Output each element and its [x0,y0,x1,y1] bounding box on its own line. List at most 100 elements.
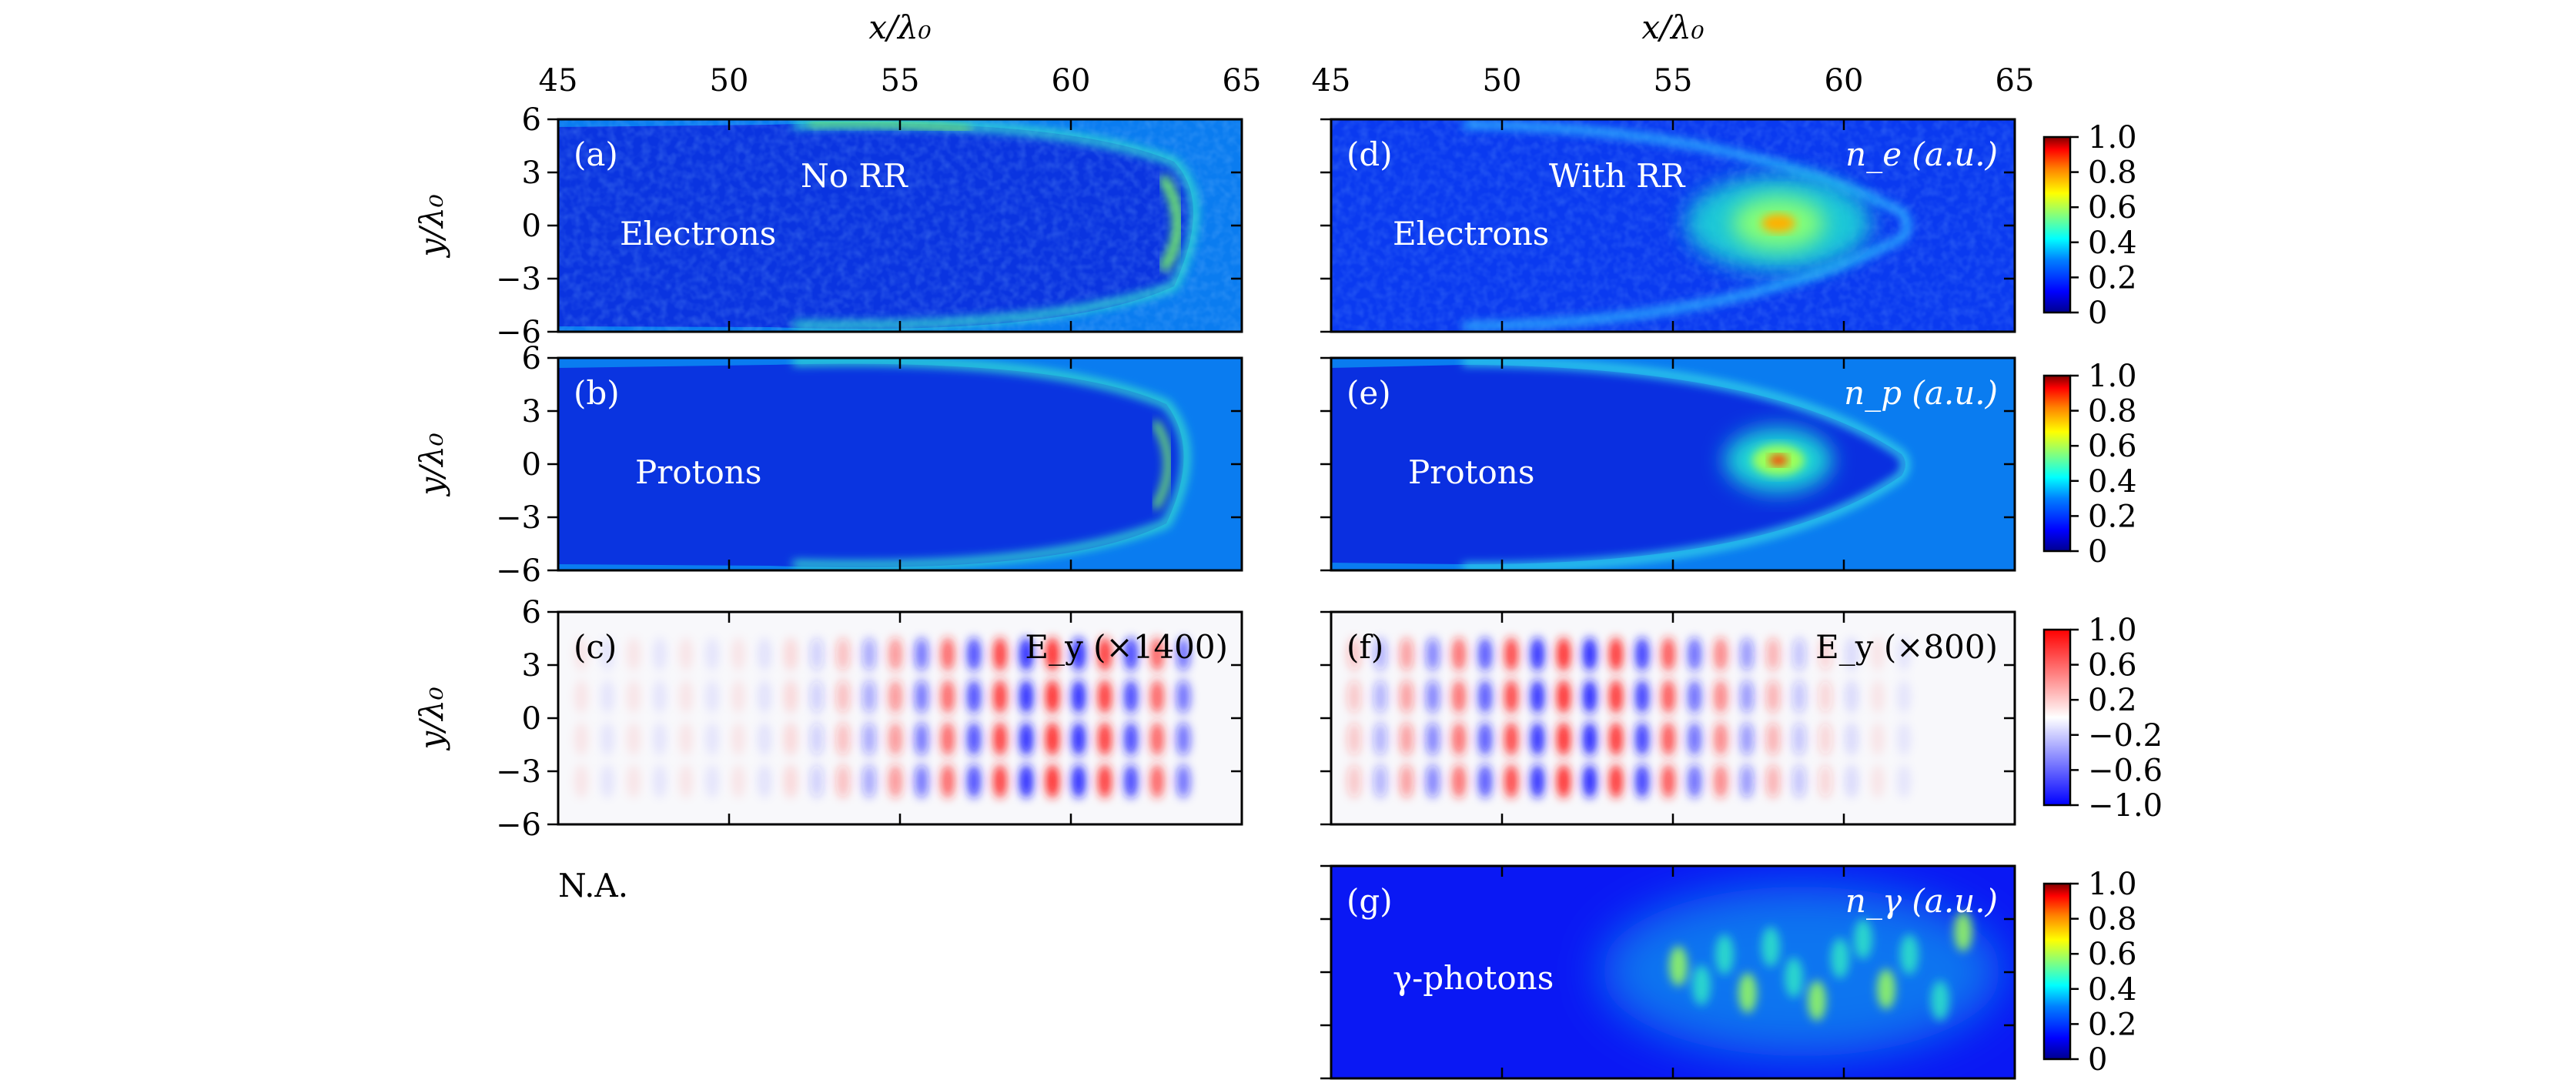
panel-species-e: Protons [1408,453,1534,491]
stripes-c-blob [941,722,955,756]
stripes-f-blob [1871,637,1885,671]
stripes-c-blob [627,637,641,671]
stripes-f-blob [1478,764,1492,798]
stripes-f-blob [1818,637,1832,671]
stripes-c-blob [967,637,981,671]
stripes-f-blob [1557,722,1571,756]
panel-label-c: (c) [574,628,617,666]
stripes-f-blob [1478,722,1492,756]
stripes-f-blob [1426,680,1440,714]
stripes-c-blob [679,764,693,798]
stripes-f-blob [1688,680,1701,714]
stripes-c-blob [1124,680,1138,714]
stripes-f-blob [1897,722,1911,756]
stripes-f-blob [1661,637,1675,671]
stripes-f-blob [1635,764,1649,798]
panel-e-image [1331,358,2015,570]
x-tick-label-1-2: 55 [1654,63,1693,99]
cb-ng-tick-label-1: 0.8 [2088,902,2137,938]
stripes-f-blob [1426,722,1440,756]
stripes-c-blob [1045,637,1059,671]
y-axis-title-b: y/λ₀ [413,433,450,496]
stripes-f-blob [1478,680,1492,714]
y-axis-title-a: y/λ₀ [413,194,450,258]
gamma-blob [1954,911,1972,951]
stripes-c-blob [1072,680,1086,714]
stripes-c-blob [784,637,798,671]
stripes-f-blob [1609,764,1623,798]
stripes-f-blob [1478,637,1492,671]
gamma-blob [1738,973,1757,1013]
stripes-f-blob [1740,637,1754,671]
stripes-c-blob [862,680,876,714]
panel-label-a: (a) [574,135,618,173]
gamma-blob [1931,981,1949,1021]
stripes-c-blob [653,680,667,714]
stripes-f-blob [1373,764,1387,798]
stripes-c-blob [1045,680,1059,714]
stripes-c-blob [941,680,955,714]
stripes-c-blob [758,637,771,671]
stripes-f-blob [1661,680,1675,714]
stripes-c-blob [574,764,588,798]
stripes-f-blob [1818,764,1832,798]
stripes-c-blob [784,722,798,756]
stripes-f-blob [1452,637,1466,671]
stripes-f-blob [1740,764,1754,798]
stripes-c-blob [836,722,850,756]
cb-np-tick-label-0: 1.0 [2088,359,2137,394]
y-axis-title-c: y/λ₀ [413,687,450,750]
stripes-c-blob [758,764,771,798]
stripes-c-blob [862,764,876,798]
stripes-f-blob [1845,764,1858,798]
stripes-c-blob [915,637,928,671]
panel-title-d: With RR [1549,157,1686,195]
stripes-f-blob [1400,637,1413,671]
stripes-f-blob [1347,680,1361,714]
not-available-label: N.A. [558,867,628,904]
stripes-c-blob [810,764,824,798]
x-tick-label-1-0: 45 [1312,63,1351,99]
stripes-c-blob [888,637,902,671]
stripes-c-blob [915,680,928,714]
cb-np-tick-label-3: 0.4 [2088,464,2137,500]
stripes-f-blob [1426,764,1440,798]
stripes-c-blob [705,637,719,671]
stripes-f-blob [1740,722,1754,756]
colorbar-np-gradient [2042,374,2072,553]
stripes-c-blob [888,722,902,756]
stripes-f-blob [1347,637,1361,671]
panel-species-b: Protons [635,453,761,491]
stripes-c-blob [1124,764,1138,798]
stripes-f-blob [1531,722,1544,756]
stripes-c-blob [574,637,588,671]
cb-ng-tick-label-4: 0.2 [2088,1007,2137,1042]
stripes-c-blob [1098,764,1112,798]
y-tick-label-a-3: −3 [496,262,541,297]
stripes-f-blob [1766,680,1780,714]
panel-label-b: (b) [574,374,620,412]
stripes-f-blob [1452,722,1466,756]
stripes-c-blob [967,764,981,798]
stripes-c-blob [601,764,614,798]
stripes-c-blob [653,637,667,671]
stripes-c-blob [967,722,981,756]
panel-f-image [1331,612,2015,824]
stripes-f-blob [1766,764,1780,798]
stripes-f-blob [1347,764,1361,798]
gamma-blob [1715,934,1734,974]
cb-ne-tick-label-3: 0.4 [2088,226,2137,261]
cb-ne-tick-label-5: 0 [2088,296,2107,331]
stripes-f-blob [1583,637,1597,671]
colorbar-ng-gradient [2042,882,2072,1061]
stripes-c-blob [653,764,667,798]
stripes-f-blob [1504,637,1518,671]
stripes-c-blob [731,722,745,756]
stripes-c-blob [1072,764,1086,798]
stripes-c-blob [1176,680,1190,714]
stripes-c-blob [601,722,614,756]
y-tick-label-a-1: 3 [522,155,541,191]
stripes-c-blob [679,680,693,714]
y-tick-label-b-0: 6 [522,341,541,376]
stripes-c-blob [993,637,1007,671]
